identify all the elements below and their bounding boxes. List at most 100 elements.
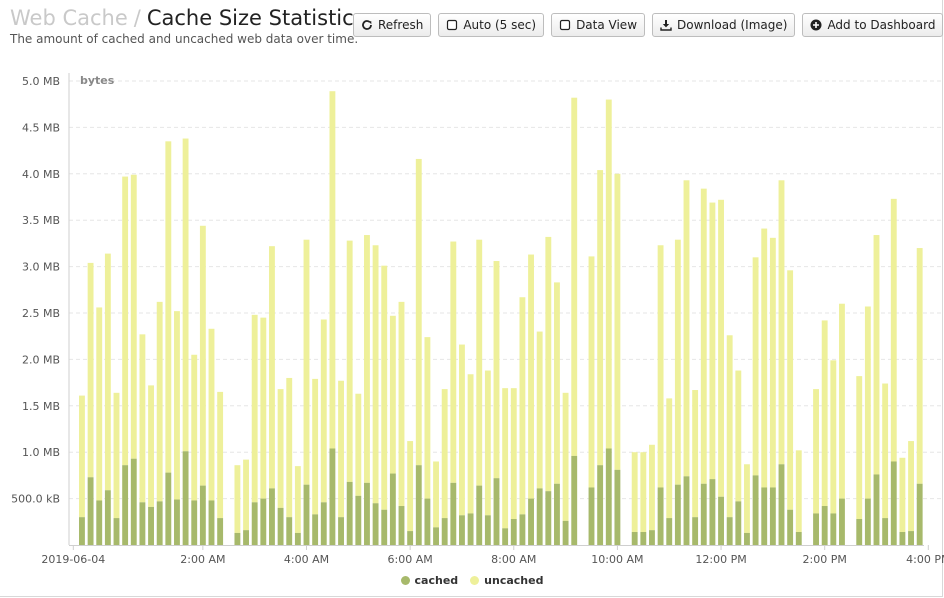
bar-cached [338,517,344,545]
add-to-dashboard-button[interactable]: Add to Dashboard [802,13,944,37]
bar-uncached [554,282,560,484]
y-tick-label: 2.5 MB [22,307,60,320]
x-tick-label: 2:00 AM [180,553,225,566]
bar-cached [407,531,414,545]
y-tick-label: 3.0 MB [22,261,60,274]
bar-cached [96,500,103,545]
y-tick-label: 2.0 MB [22,353,60,366]
bar-uncached [148,385,154,507]
header: Web Cache / Cache Size Statistics The amou… [10,4,365,46]
bar-cached [571,455,578,545]
auto-refresh-label: Auto (5 sec) [463,18,537,32]
bar-cached [148,506,154,545]
bar-cached [631,532,638,545]
bar-uncached [243,459,249,531]
legend-marker-cached [400,576,410,585]
bar-cached [839,498,845,545]
bar-uncached [286,377,293,518]
bar-uncached [761,228,768,488]
bar-cached [243,530,249,545]
bar-uncached [674,239,681,485]
x-tick-label: 4:00 PM [906,553,944,566]
download-icon [660,19,672,31]
x-tick-label: 12:00 PM [695,553,746,566]
bar-cached [260,498,267,545]
bar-cached [364,482,370,545]
bar-cached [657,487,664,545]
bar-uncached [726,335,733,518]
bar-uncached [294,466,301,533]
bar-uncached [217,391,224,519]
bar-cached [519,514,526,545]
bar-uncached [528,254,534,499]
bar-cached [674,484,681,545]
bar-uncached [787,270,794,510]
legend-marker-uncached [470,576,480,585]
bar-uncached [364,235,370,483]
bar-uncached [441,389,448,519]
bar-cached [484,515,491,545]
legend-item-cached[interactable]: cached [400,574,458,587]
bar-cached [769,487,776,545]
bar-cached [752,475,759,545]
bar-uncached [312,378,319,515]
bar-uncached [795,450,802,533]
bar-cached [372,503,379,545]
bar-uncached [156,301,163,502]
bar-uncached [813,389,819,514]
toolbar-clip: Refresh Auto (5 sec) Data View Download … [0,0,944,60]
bar-uncached [96,307,103,501]
x-tick-label: 2:00 PM [803,553,847,566]
legend-item-uncached[interactable]: uncached [470,574,543,587]
bar-cached [493,478,500,545]
bar-uncached [338,380,344,518]
chart-legend: cached uncached [0,574,944,587]
data-view-toggle[interactable]: Data View [551,13,646,37]
bar-cached [346,481,353,545]
breadcrumb-web-cache[interactable]: Web Cache [10,6,128,30]
bar-cached [908,531,914,545]
bar-cached [476,485,483,545]
bar-cached [130,458,137,545]
bar-uncached [113,392,120,519]
bar-cached [873,474,880,545]
x-tick-label: 2019-06-04 [41,553,105,566]
bar-uncached [821,320,828,507]
bar-cached [528,498,534,545]
bar-uncached [130,174,137,459]
bar-uncached [882,383,889,519]
bar-uncached [355,393,362,496]
y-tick-label: 1.0 MB [22,446,60,459]
bar-cached [700,483,707,545]
bar-cached [433,527,439,545]
refresh-button[interactable]: Refresh [353,13,432,37]
download-image-button[interactable]: Download (Image) [652,13,796,37]
cache-size-chart: 500.0 kB 1.0 MB 1.5 MB 2.0 MB 2.5 MB 3.0 MB 3.… [11,73,944,566]
bar-cached [821,506,828,545]
bar-cached [174,499,180,545]
bar-uncached [545,236,552,492]
bar-cached [536,488,543,545]
bar-cached [286,517,293,545]
bar-cached [389,473,396,545]
bar-cached [692,517,699,545]
bar-uncached [536,331,543,489]
y-tick-label: 1.5 MB [22,400,60,413]
bar-uncached [744,464,750,533]
bar-cached [355,495,362,545]
bar-uncached [208,328,215,501]
bar-uncached [864,306,871,499]
bar-cached [217,518,224,545]
bar-cached [182,451,189,545]
bar-cached [87,477,94,545]
bar-uncached [433,461,439,528]
bar-uncached [269,246,275,489]
bar-uncached [493,261,500,479]
bar-cached [450,482,457,545]
bar-uncached [588,256,595,488]
bar-uncached [649,444,655,531]
bar-uncached [484,370,491,516]
x-tick-label: 4:00 AM [284,553,329,566]
auto-refresh-toggle[interactable]: Auto (5 sec) [438,13,545,37]
bar-uncached [597,170,604,466]
